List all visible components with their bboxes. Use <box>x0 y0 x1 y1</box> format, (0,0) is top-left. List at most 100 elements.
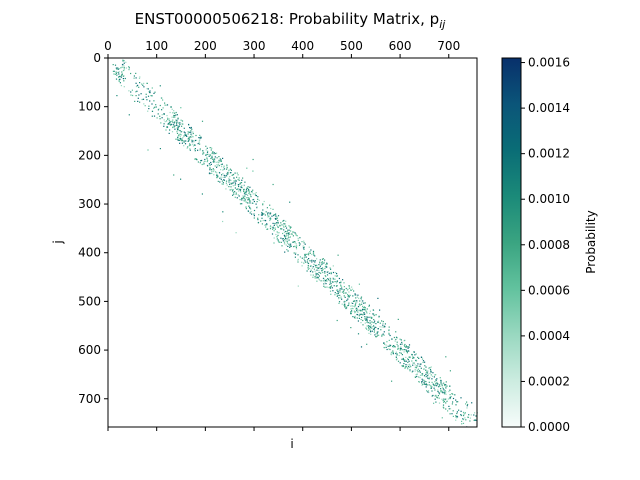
heatmap-cell <box>325 265 327 267</box>
heatmap-cell <box>253 215 255 217</box>
heatmap-cell <box>474 412 476 414</box>
heatmap-cell <box>202 163 204 165</box>
heatmap-cell <box>118 73 120 75</box>
heatmap-cell <box>364 307 366 309</box>
heatmap-cell <box>234 172 236 174</box>
heatmap-cell <box>115 67 117 69</box>
heatmap-cell <box>407 361 409 363</box>
heatmap-cell <box>142 98 145 100</box>
heatmap-cell <box>275 222 278 224</box>
heatmap-cell <box>141 83 143 85</box>
heatmap-cell <box>343 295 345 297</box>
heatmap-cell <box>226 168 228 170</box>
heatmap-cell <box>150 95 152 97</box>
heatmap-cell <box>428 391 430 394</box>
heatmap-cell <box>118 76 120 78</box>
heatmap-cell <box>428 367 430 369</box>
heatmap-cell <box>244 191 246 193</box>
heatmap-cell <box>424 380 426 382</box>
heatmap-cell <box>275 233 277 236</box>
heatmap-cell <box>199 149 201 151</box>
heatmap-cell <box>337 294 339 296</box>
heatmap-cell <box>213 159 215 161</box>
heatmap-cell <box>373 331 375 333</box>
heatmap-cell <box>395 336 398 338</box>
heatmap-cell <box>347 304 350 306</box>
heatmap-cell <box>392 345 394 348</box>
heatmap-cell <box>159 148 161 150</box>
heatmap-cell <box>322 258 324 260</box>
heatmap-cell <box>452 393 454 395</box>
heatmap-cell <box>274 228 276 230</box>
heatmap-cell <box>338 302 340 304</box>
heatmap-cell <box>312 276 314 278</box>
heatmap-cell <box>194 144 196 146</box>
x-tick-label: 300 <box>243 39 266 53</box>
heatmap-cell <box>238 195 240 197</box>
heatmap-cell <box>383 331 385 333</box>
heatmap-cell <box>181 140 183 142</box>
heatmap-cell <box>252 189 254 191</box>
heatmap-cell <box>282 238 284 240</box>
heatmap-cell <box>227 173 229 175</box>
heatmap-cell <box>138 86 140 88</box>
heatmap-cell <box>449 385 451 387</box>
heatmap-cell <box>430 370 432 372</box>
heatmap-cell <box>401 354 403 356</box>
heatmap-cell <box>147 110 149 112</box>
heatmap-cell <box>234 187 236 189</box>
heatmap-cell <box>336 293 338 295</box>
heatmap-cell <box>207 160 209 162</box>
heatmap-cell <box>187 140 189 142</box>
heatmap-cell <box>276 238 278 240</box>
heatmap-cell <box>123 65 125 67</box>
heatmap-cell <box>219 181 221 183</box>
heatmap-cell <box>324 259 326 261</box>
heatmap-cell <box>434 374 436 376</box>
heatmap-cell <box>404 359 406 361</box>
heatmap-cell <box>149 90 151 92</box>
heatmap-cell <box>343 289 345 291</box>
heatmap-cell <box>209 147 211 149</box>
heatmap-cell <box>313 263 315 265</box>
heatmap-cell <box>288 229 290 231</box>
heatmap-cell <box>355 302 357 304</box>
heatmap-cell <box>159 104 161 107</box>
heatmap-cell <box>364 322 366 324</box>
heatmap-cell <box>201 159 203 162</box>
heatmap-cell <box>226 175 228 177</box>
heatmap-cell <box>246 197 248 199</box>
heatmap-cell <box>261 223 263 225</box>
heatmap-cell <box>145 96 147 98</box>
heatmap-cell <box>314 277 316 279</box>
heatmap-cell <box>286 242 289 244</box>
y-tick-label: 100 <box>78 100 101 114</box>
heatmap-cell <box>302 247 305 249</box>
heatmap-cell <box>284 230 287 233</box>
heatmap-cell <box>417 365 419 367</box>
heatmap-cell <box>248 191 251 193</box>
heatmap-cell <box>357 311 359 313</box>
heatmap-cell <box>437 395 439 397</box>
heatmap-cell <box>429 372 431 375</box>
heatmap-cell <box>191 128 193 130</box>
heatmap-cell <box>438 402 441 404</box>
heatmap-cell <box>432 372 434 374</box>
heatmap-cell <box>163 125 165 127</box>
heatmap-cell <box>370 325 372 327</box>
heatmap-cell <box>411 371 413 373</box>
heatmap-cell <box>364 316 366 318</box>
heatmap-cell <box>419 363 421 365</box>
heatmap-cell <box>295 246 297 249</box>
heatmap-cell <box>244 199 246 201</box>
heatmap-cell <box>375 323 377 325</box>
heatmap-cell <box>217 175 219 177</box>
heatmap-cell <box>213 161 215 163</box>
heatmap-cell <box>408 346 410 348</box>
heatmap-cell <box>222 182 224 184</box>
heatmap-cell <box>395 338 397 341</box>
heatmap-cell <box>370 331 372 333</box>
heatmap-cell <box>182 137 184 139</box>
heatmap-cell <box>356 317 358 319</box>
heatmap-cell <box>134 100 136 102</box>
